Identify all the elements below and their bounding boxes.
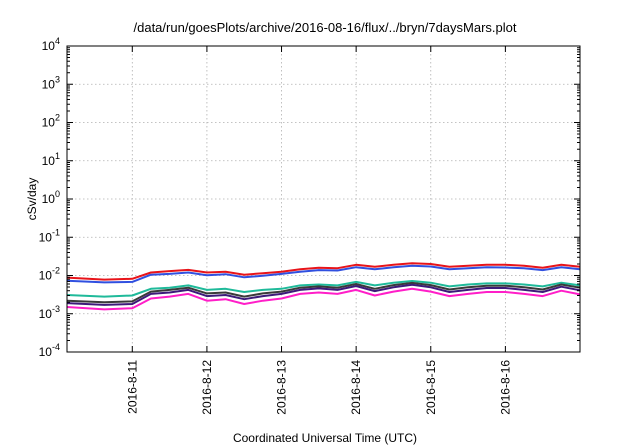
x-axis-label: Coordinated Universal Time (UTC) xyxy=(233,431,417,445)
x-tick-label: 2016-8-11 xyxy=(125,360,139,414)
grid xyxy=(67,46,580,352)
series-line-3 xyxy=(66,280,581,298)
y-tick-label: 10-4 xyxy=(39,342,60,359)
x-tick-label: 2016-8-12 xyxy=(200,360,214,415)
x-tick-label: 2016-8-16 xyxy=(498,360,512,415)
y-tick-label: 10-1 xyxy=(39,227,60,244)
x-tick-label: 2016-8-13 xyxy=(275,360,289,415)
y-axis-label: cSv/day xyxy=(25,178,39,221)
y-tick-label: 103 xyxy=(42,74,60,91)
series-line-6 xyxy=(66,287,581,311)
y-tick-label: 10-3 xyxy=(39,304,60,321)
x-tick-label: 2016-8-14 xyxy=(349,360,363,415)
y-tick-label: 104 xyxy=(42,36,60,53)
ticks: 104 103 102 101 100 10-1 10-2 10-3 10-4 2016-8-11… xyxy=(39,36,580,415)
series-line-2 xyxy=(66,264,581,284)
y-tick-label: 100 xyxy=(42,189,60,206)
x-tick-label: 2016-8-15 xyxy=(424,360,438,415)
series-line-4 xyxy=(66,281,581,304)
series-line-5 xyxy=(66,283,581,306)
chart-title: /data/run/goesPlots/archive/2016-08-16/f… xyxy=(134,20,517,35)
series-group xyxy=(66,262,581,311)
y-tick-label: 102 xyxy=(42,113,60,130)
y-tick-label: 101 xyxy=(42,151,60,168)
y-tick-label: 10-2 xyxy=(39,266,60,283)
series-line-1 xyxy=(66,262,581,281)
